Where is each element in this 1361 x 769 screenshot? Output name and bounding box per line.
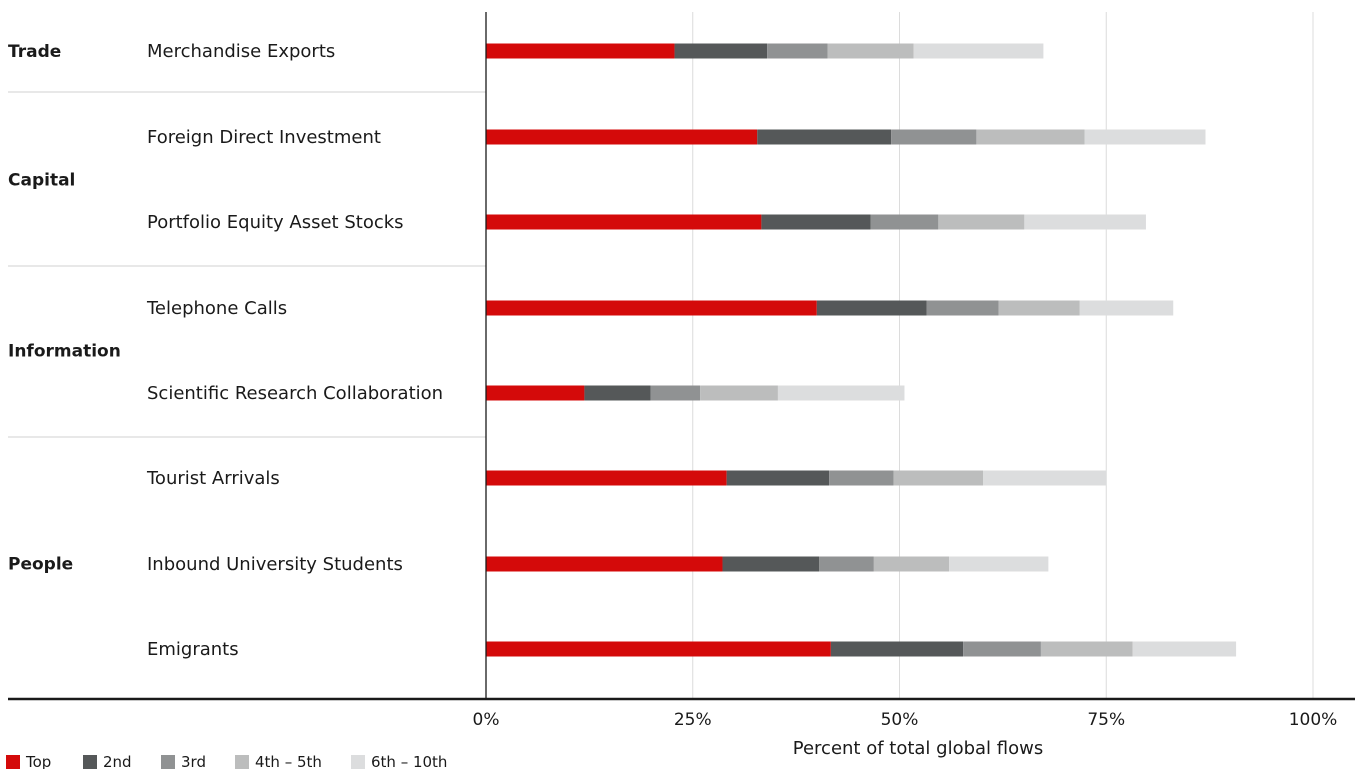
legend-label: 4th – 5th xyxy=(255,753,322,769)
bar-segment xyxy=(827,43,914,59)
legend-label: 3rd xyxy=(181,753,206,769)
category-label: Emigrants xyxy=(147,639,239,660)
bar-segment xyxy=(830,641,964,657)
group-label: Capital xyxy=(8,171,75,191)
legend-label: 6th – 10th xyxy=(371,753,447,769)
category-label: Merchandise Exports xyxy=(147,41,335,62)
bar-segment xyxy=(486,470,727,486)
bar-segment xyxy=(722,556,820,572)
category-label: Telephone Calls xyxy=(146,298,287,319)
group-label: Trade xyxy=(8,42,61,62)
x-tick-label: 25% xyxy=(674,710,712,730)
legend: Top 2nd 3rd 4th – 5th 6th – 10th xyxy=(6,753,447,769)
legend-label: Top xyxy=(25,753,51,769)
category-label: Inbound University Students xyxy=(147,554,403,575)
x-axis-title: Percent of total global flows xyxy=(793,738,1043,759)
legend-swatch xyxy=(235,755,249,769)
bar-segment xyxy=(1040,641,1133,657)
bar-segment xyxy=(650,385,701,401)
bar-segment xyxy=(486,214,762,230)
group-separators xyxy=(8,91,486,438)
bar-segment xyxy=(1132,641,1237,657)
x-tick-labels: 0% 25% 50% 75% 100% xyxy=(473,710,1338,730)
axes xyxy=(8,12,1355,701)
bar-segment xyxy=(486,556,723,572)
bar-segment xyxy=(1084,129,1206,145)
bar-segment xyxy=(913,43,1044,59)
x-tick-label: 50% xyxy=(881,710,919,730)
group-label: People xyxy=(8,555,73,575)
bar-segment xyxy=(893,470,984,486)
bar-segment xyxy=(870,214,939,230)
legend-label: 2nd xyxy=(103,753,132,769)
bar-segment xyxy=(873,556,950,572)
group-label: Information xyxy=(8,342,121,362)
category-label: Tourist Arrivals xyxy=(146,468,280,489)
bar-segment xyxy=(983,470,1107,486)
bar-segment xyxy=(726,470,830,486)
bar-segment xyxy=(486,641,831,657)
bar-segment xyxy=(976,129,1085,145)
bar-segment xyxy=(1024,214,1146,230)
bars xyxy=(486,43,1237,657)
bar-segment xyxy=(819,556,874,572)
bar-segment xyxy=(938,214,1025,230)
bar-segment xyxy=(891,129,977,145)
x-tick-label: 0% xyxy=(473,710,500,730)
category-label: Foreign Direct Investment xyxy=(147,127,381,148)
category-label: Portfolio Equity Asset Stocks xyxy=(147,212,404,233)
x-tick-label: 100% xyxy=(1289,710,1338,730)
bar-segment xyxy=(767,43,828,59)
bar-segment xyxy=(816,300,927,316)
legend-swatch xyxy=(161,755,175,769)
bar-segment xyxy=(1079,300,1174,316)
bar-segment xyxy=(674,43,768,59)
legend-swatch xyxy=(6,755,20,769)
bar-segment xyxy=(926,300,999,316)
category-label: Scientific Research Collaboration xyxy=(147,383,443,404)
bar-segment xyxy=(584,385,651,401)
bar-segment xyxy=(486,129,758,145)
bar-segment xyxy=(761,214,871,230)
bar-segment xyxy=(998,300,1080,316)
legend-swatch xyxy=(83,755,97,769)
bar-segment xyxy=(963,641,1041,657)
category-labels: Merchandise Exports Foreign Direct Invest… xyxy=(8,41,443,660)
bar-segment xyxy=(829,470,894,486)
bar-segment xyxy=(486,385,585,401)
bar-segment xyxy=(777,385,905,401)
gridlines xyxy=(692,12,1314,699)
bar-segment xyxy=(700,385,778,401)
bar-segment xyxy=(486,300,817,316)
bar-segment xyxy=(486,43,675,59)
x-tick-label: 75% xyxy=(1087,710,1125,730)
legend-swatch xyxy=(351,755,365,769)
bar-segment xyxy=(949,556,1049,572)
bar-segment xyxy=(757,129,892,145)
